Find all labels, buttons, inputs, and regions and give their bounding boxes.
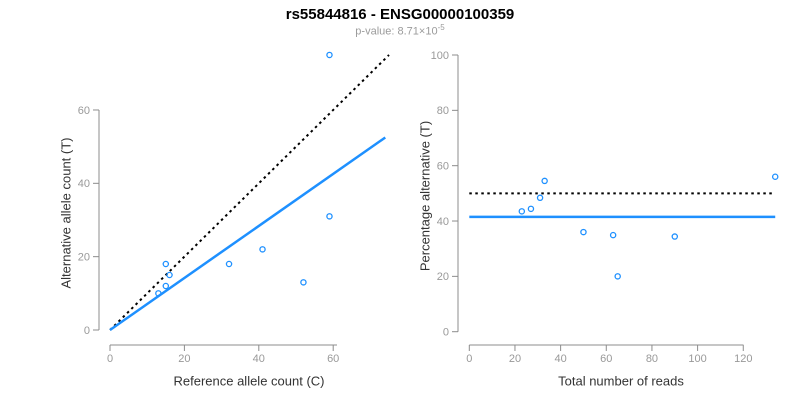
left-data-point (225, 260, 233, 268)
figure-title: rs55844816 - ENSG00000100359 (285, 6, 515, 23)
left-data-point (166, 271, 173, 279)
left-data-point (259, 246, 266, 253)
right-data-point (536, 194, 544, 202)
right-y-tick-label: 20 (437, 271, 449, 283)
right-y-tick-label: 60 (437, 160, 449, 172)
right-x-tick-label: 60 (600, 353, 612, 365)
left-identity-line (109, 54, 390, 331)
right-data-point (541, 177, 548, 185)
right-x-tick-label: 40 (554, 353, 566, 365)
right-data-point (671, 233, 679, 240)
left-x-tick-label: 40 (253, 353, 265, 365)
left-data-point (162, 282, 170, 290)
left-data-point (155, 290, 162, 297)
right-y-axis-title: Percentage alternative (T) (417, 120, 433, 272)
right-y-tick-label: 80 (437, 105, 449, 117)
left-x-tick-label: 20 (178, 353, 190, 365)
right-data-point (527, 205, 535, 213)
right-x-tick-label: 100 (688, 353, 706, 365)
left-y-tick-label: 20 (78, 251, 90, 263)
right-x-tick-label: 80 (646, 353, 658, 365)
left-data-point (326, 213, 333, 220)
left-data-point (300, 279, 307, 286)
right-x-tick-label: 120 (734, 353, 752, 365)
figure-subtitle-pvalue: p-value: 8.71×10-5 (0, 23, 800, 38)
right-x-tick-label: 0 (466, 353, 472, 365)
left-y-tick-label: 0 (84, 325, 90, 337)
left-y-tick-label: 40 (78, 178, 90, 190)
right-data-point (609, 231, 617, 239)
right-x-axis-title: Total number of reads (558, 373, 684, 389)
right-y-tick-label: 0 (443, 327, 449, 339)
left-y-tick-label: 60 (78, 105, 90, 117)
right-y-tick-label: 100 (431, 50, 449, 62)
left-x-axis-title: Reference allele count (C) (173, 373, 325, 389)
pvalue-exponent: -5 (437, 23, 445, 32)
left-x-tick-label: 0 (107, 353, 113, 365)
left-x-tick-label: 60 (327, 353, 339, 365)
left-fit-line (109, 136, 386, 332)
pvalue-text: p-value: 8.71×10 (355, 25, 438, 38)
left-data-point (162, 260, 170, 268)
left-data-point (326, 51, 333, 59)
right-y-tick-label: 40 (437, 216, 449, 228)
right-data-point (580, 228, 587, 236)
right-x-tick-label: 20 (509, 353, 521, 365)
left-y-axis-title: Alternative allele count (T) (58, 137, 74, 289)
right-data-point (771, 173, 779, 180)
right-data-point (518, 208, 526, 215)
right-data-point (614, 273, 621, 280)
